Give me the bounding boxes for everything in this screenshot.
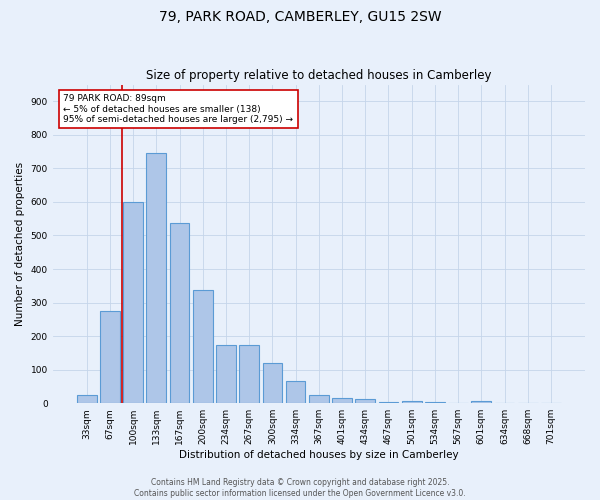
Y-axis label: Number of detached properties: Number of detached properties	[15, 162, 25, 326]
Bar	[472, 400, 491, 403]
Bar	[332, 398, 352, 403]
Text: 79 PARK ROAD: 89sqm
← 5% of detached houses are smaller (138)
95% of semi-detach: 79 PARK ROAD: 89sqm ← 5% of detached hou…	[64, 94, 293, 124]
Bar	[123, 202, 143, 403]
Bar	[77, 395, 97, 403]
Text: 79, PARK ROAD, CAMBERLEY, GU15 2SW: 79, PARK ROAD, CAMBERLEY, GU15 2SW	[158, 10, 442, 24]
Bar	[170, 223, 190, 403]
Bar	[239, 344, 259, 403]
Bar	[146, 154, 166, 403]
Bar	[216, 344, 236, 403]
Bar	[286, 382, 305, 403]
Text: Contains HM Land Registry data © Crown copyright and database right 2025.
Contai: Contains HM Land Registry data © Crown c…	[134, 478, 466, 498]
Title: Size of property relative to detached houses in Camberley: Size of property relative to detached ho…	[146, 69, 491, 82]
Bar	[193, 290, 212, 403]
Bar	[355, 399, 375, 403]
Bar	[379, 402, 398, 403]
Bar	[100, 311, 120, 403]
Bar	[309, 395, 329, 403]
Bar	[425, 402, 445, 403]
Bar	[263, 363, 282, 403]
X-axis label: Distribution of detached houses by size in Camberley: Distribution of detached houses by size …	[179, 450, 458, 460]
Bar	[402, 400, 422, 403]
